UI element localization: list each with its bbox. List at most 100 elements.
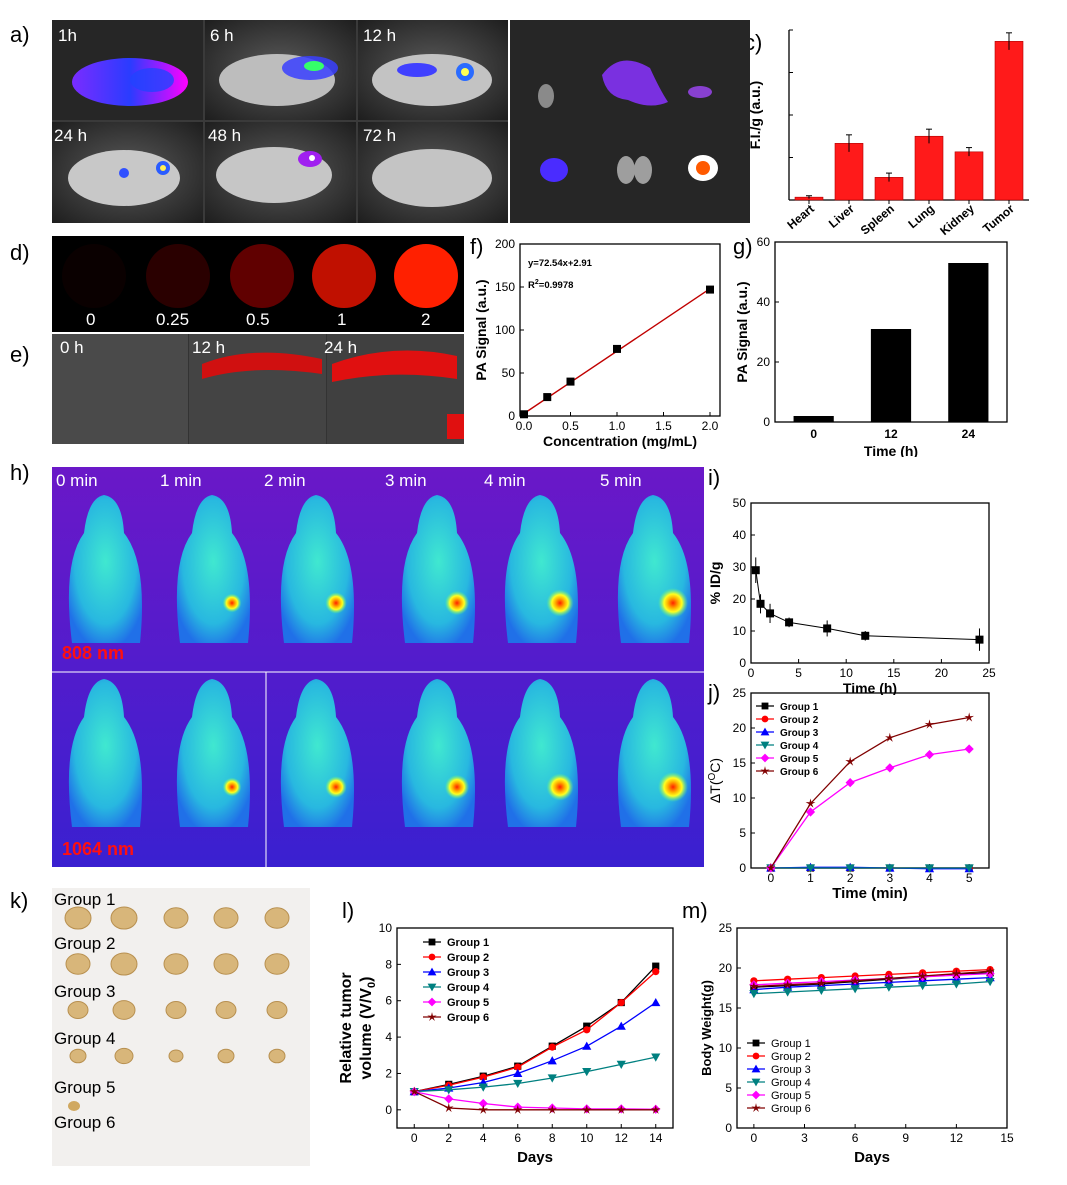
- data-point: [884, 983, 894, 992]
- data-point: [785, 618, 794, 627]
- legend-marker: [751, 1090, 761, 1100]
- data-point: [985, 978, 995, 987]
- thermal-mouse: [401, 679, 475, 827]
- x-tick-label: 4: [480, 1131, 487, 1145]
- time-label: 3 min: [385, 471, 427, 490]
- legend-marker: [760, 753, 770, 763]
- tumor: [69, 1048, 87, 1064]
- chart-l: 0 2 4 6 8 10 0 2 4 6 8 10 12 14 Group 1 Group 2 Group 3 G…: [338, 921, 674, 1166]
- x-tick-label: Heart: [784, 202, 817, 232]
- phantom-0.25: [146, 244, 210, 308]
- time-label: 1h: [58, 26, 77, 45]
- legend-marker: [751, 1103, 761, 1112]
- legend-marker: [427, 983, 437, 992]
- data-point: [478, 1104, 489, 1114]
- data-point: [749, 981, 759, 991]
- data-point: [582, 1068, 592, 1077]
- data-point: [581, 1104, 592, 1114]
- x-tick-label: 0: [751, 1131, 758, 1145]
- time-label: 1 min: [160, 471, 202, 490]
- tile-12h: [358, 20, 508, 120]
- data-point: [964, 864, 974, 873]
- panel-label-l: l): [342, 898, 355, 923]
- tumor: [264, 907, 290, 929]
- legend-marker: [751, 1064, 761, 1073]
- annotation-r2: R2=0.9978: [528, 279, 573, 291]
- panel-label-a: a): [10, 22, 30, 47]
- x-tick-label: 10: [840, 666, 854, 680]
- chart-g: 0 20 40 60 0 12 24 Time (h) PA Signal (a.u.): [734, 235, 1008, 457]
- group-label: Group 3: [54, 982, 116, 1001]
- bar: [994, 41, 1024, 201]
- legend-label: Group 1: [771, 1038, 811, 1050]
- bar: [834, 143, 864, 201]
- legend-label: Group 4: [447, 982, 490, 994]
- y-axis-label: ΔT(OC): [707, 758, 723, 803]
- x-tick-label: 2.0: [702, 419, 719, 433]
- tumor: [65, 953, 91, 975]
- legend-marker: [761, 715, 769, 723]
- y-axis-label: Body Weight(g): [699, 980, 714, 1076]
- axes-frame: [396, 927, 674, 1129]
- data-point: [823, 624, 832, 633]
- annotation-equation: y=72.54x+2.91: [528, 258, 593, 269]
- legend-label: Group 4: [780, 741, 819, 752]
- y-tick-label: 10: [719, 1041, 733, 1055]
- tile-1h: [52, 20, 203, 120]
- y-tick-label: 15: [719, 1001, 733, 1015]
- legend-marker: [760, 727, 770, 736]
- panel-label-g: g): [733, 234, 753, 259]
- data-point: [582, 1041, 592, 1050]
- data-point: [805, 864, 816, 873]
- conc-label: 0.5: [246, 310, 270, 329]
- panel-label-h: h): [10, 460, 30, 485]
- group-label: Group 5: [54, 1078, 116, 1097]
- organ-lung: [540, 158, 568, 182]
- data-point: [543, 393, 552, 402]
- x-tick-label: 12: [615, 1131, 629, 1145]
- x-axis-label: Time (h): [864, 443, 918, 457]
- data-point: [512, 1104, 523, 1114]
- y-axis-label: % ID/g: [707, 562, 723, 605]
- x-axis-label: Time (min): [832, 885, 908, 902]
- panel-d-image: 0 0.25 0.5 1 2: [52, 236, 464, 332]
- data-point: [513, 1079, 523, 1089]
- time-label: 12 h: [363, 26, 397, 45]
- y-tick-label: 20: [733, 592, 747, 606]
- y-axis-label: F.I./g (a.u.): [747, 81, 763, 149]
- y-tick-label: 2: [385, 1066, 392, 1080]
- x-axis-label: Time (h): [843, 680, 897, 695]
- y-tick-label: 200: [495, 237, 515, 251]
- thermal-mouse: [68, 679, 142, 827]
- legend-marker: [751, 1078, 761, 1087]
- thermal-mouse: [617, 679, 691, 827]
- data-point: [756, 599, 765, 608]
- y-axis-label: Relative tumor: [338, 972, 355, 1083]
- data-point: [964, 744, 974, 754]
- tumor: [213, 953, 239, 975]
- series-line: [753, 972, 991, 988]
- thermal-mouse: [401, 495, 475, 643]
- panel-e-image: 0 h 12 h 24 h: [52, 334, 464, 444]
- axes-frame: [519, 243, 721, 417]
- y-tick-label: 5: [725, 1081, 732, 1095]
- legend-label: Group 6: [771, 1103, 811, 1115]
- y-axis-label: PA Signal (a.u.): [473, 279, 489, 380]
- x-tick-label: 2: [847, 871, 854, 885]
- tumor: [163, 907, 189, 929]
- time-label: 24 h: [324, 338, 358, 357]
- x-tick-label: 10: [580, 1131, 594, 1145]
- y-tick-label: 4: [385, 1030, 392, 1044]
- data-point: [766, 862, 776, 873]
- x-tick-label: 0: [767, 871, 774, 885]
- x-tick-label: 5: [966, 871, 973, 885]
- y-tick-label: 0: [739, 861, 746, 875]
- data-point: [444, 1086, 454, 1095]
- phantom-0.5: [230, 244, 294, 308]
- hot-spot: [222, 777, 242, 797]
- group-label: Group 6: [54, 1113, 116, 1132]
- x-tick-label: 25: [982, 666, 996, 680]
- data-point: [566, 377, 575, 386]
- mouse-body: [372, 54, 492, 106]
